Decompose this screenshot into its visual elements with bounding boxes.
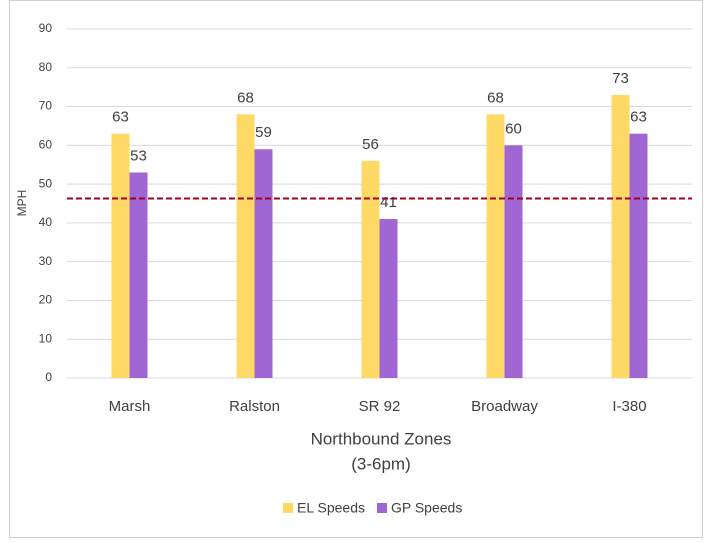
x-tick-label: Ralston <box>229 398 280 415</box>
bar <box>129 172 148 378</box>
x-tick-label: SR 92 <box>359 398 401 415</box>
y-tick-label: 50 <box>39 176 53 190</box>
legend-label: EL Speeds <box>297 500 365 516</box>
bar <box>111 133 130 378</box>
bar <box>379 219 398 378</box>
legend-swatch <box>376 503 387 513</box>
value-label: 41 <box>380 194 397 211</box>
y-tick-label: 10 <box>39 331 53 345</box>
y-tick-label: 20 <box>39 293 53 307</box>
y-tick-label: 0 <box>45 370 52 384</box>
y-tick-label: 70 <box>39 99 53 113</box>
value-label: 68 <box>487 89 504 106</box>
x-axis-subtitle: (3-6pm) <box>351 454 411 473</box>
bar <box>629 133 648 378</box>
x-tick-label: I-380 <box>612 398 646 415</box>
legend-label: GP Speeds <box>391 500 462 516</box>
y-axis-title: MPH <box>15 190 29 217</box>
x-tick-label: Broadway <box>471 398 538 415</box>
y-tick-label: 40 <box>39 215 53 229</box>
value-label: 63 <box>112 109 129 126</box>
value-label: 63 <box>630 109 647 126</box>
y-tick-label: 30 <box>39 254 53 268</box>
value-label: 68 <box>237 89 254 106</box>
x-axis-title: Northbound Zones <box>311 429 452 448</box>
bar <box>236 114 255 379</box>
bar <box>361 160 380 378</box>
y-tick-label: 60 <box>39 138 53 152</box>
bar <box>611 94 630 378</box>
x-tick-label: Marsh <box>109 398 151 415</box>
value-label: 56 <box>362 136 379 153</box>
value-label: 73 <box>612 70 629 87</box>
value-label: 59 <box>255 124 272 141</box>
bar <box>254 149 273 378</box>
y-tick-label: 90 <box>39 21 53 35</box>
legend-swatch <box>283 503 293 513</box>
value-label: 53 <box>130 147 147 164</box>
bar <box>486 114 505 379</box>
value-label: 60 <box>505 120 522 137</box>
bar <box>504 145 523 378</box>
y-tick-label: 80 <box>39 60 53 74</box>
